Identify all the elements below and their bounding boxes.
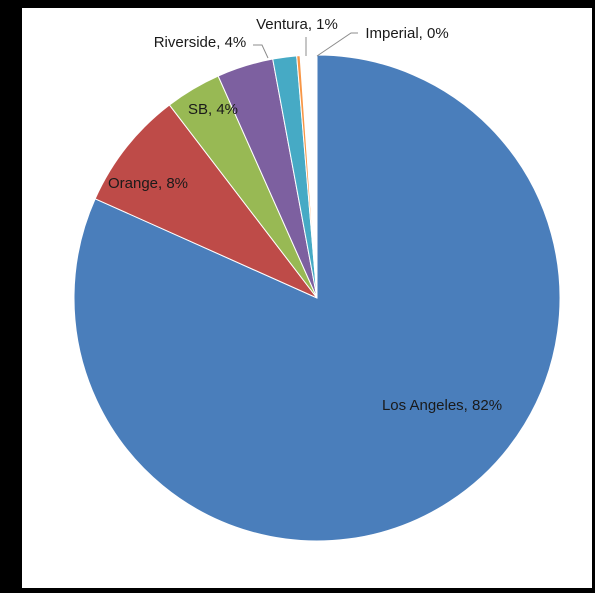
data-label-sb: SB, 4% [188, 101, 238, 118]
pie-slice-los-angeles [73, 54, 561, 542]
leader-line-riverside [253, 44, 269, 59]
data-label-ventura: Ventura, 1% [256, 16, 338, 33]
data-label-orange: Orange, 8% [108, 175, 188, 192]
data-label-imperial: Imperial, 0% [365, 25, 448, 42]
pie-slice-orange [94, 104, 318, 299]
data-label-los-angeles: Los Angeles, 82% [382, 397, 502, 414]
pie-slice-imperial [296, 55, 318, 299]
data-label-riverside: Riverside, 4% [154, 34, 247, 51]
leader-line-imperial [316, 32, 358, 57]
